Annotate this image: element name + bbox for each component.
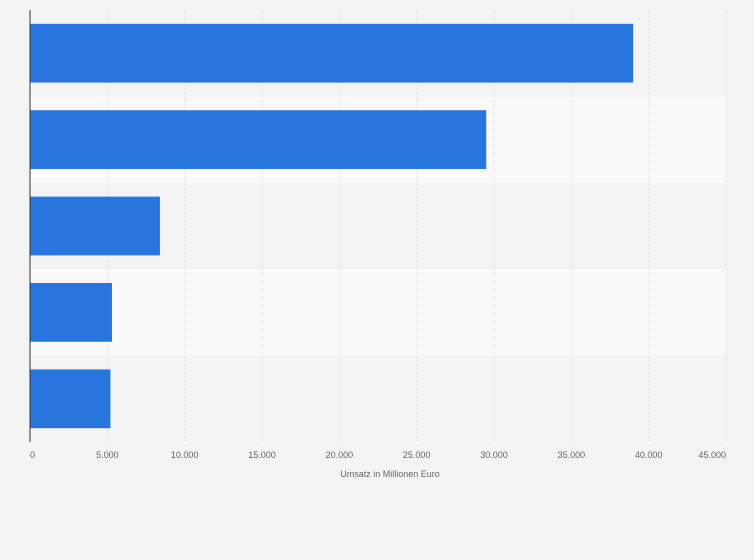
bar[interactable]: [30, 283, 112, 342]
bar[interactable]: [30, 23, 634, 83]
x-tick-label: 0: [30, 450, 35, 460]
x-tick-label: 25.000: [403, 450, 431, 460]
x-tick-label: 20.000: [326, 450, 354, 460]
x-tick-label: 40.000: [635, 450, 663, 460]
x-tick-label: 35.000: [558, 450, 586, 460]
x-axis-ticks: 0 5.000 10.000 15.000 20.000 25.000 30.000 35.0…: [30, 450, 726, 460]
x-axis-title: Umsatz in Millionen Euro: [340, 469, 440, 479]
x-tick-label: 15.000: [248, 450, 276, 460]
bar[interactable]: [30, 369, 111, 429]
bar[interactable]: [30, 110, 487, 169]
bar[interactable]: [30, 196, 160, 256]
row-band: [30, 269, 726, 356]
x-tick-label: 30.000: [480, 450, 508, 460]
x-tick-label: 10.000: [171, 450, 199, 460]
x-tick-label: 45.000: [698, 450, 726, 460]
bars: [30, 23, 634, 429]
row-band: [30, 355, 726, 442]
x-tick-label: 5.000: [96, 450, 119, 460]
